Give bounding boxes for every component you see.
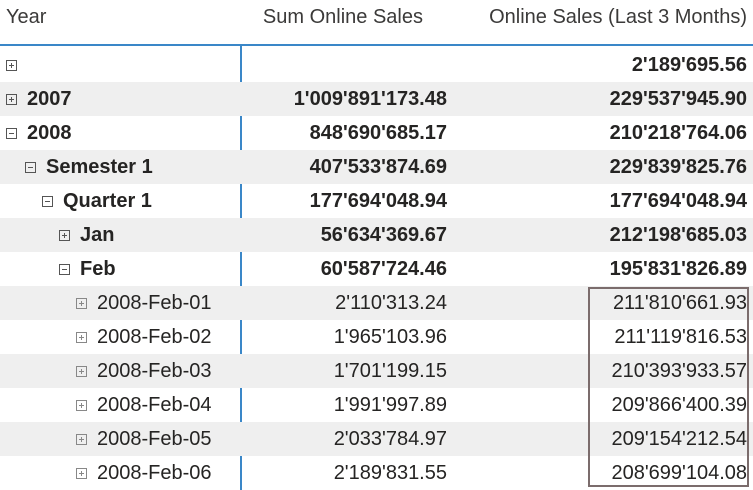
row-label-cell: 2008-Feb-05 [76,422,212,456]
sum-online-sales-cell: 56'634'369.67 [320,224,447,246]
expand-plus-icon[interactable] [6,59,17,71]
row-label-cell: Feb [59,252,116,286]
sum-online-sales-cell: 2'189'831.55 [333,462,447,484]
expand-plus-icon[interactable] [6,93,17,105]
row-label-cell: 2008-Feb-06 [76,456,212,490]
table-row: Feb 60'587'724.46 195'831'826.89 [0,252,753,286]
row-label-cell: 2007 [6,82,72,116]
row-label-cell: Semester 1 [25,150,153,184]
online-sales-last-3-months-cell: 210'218'764.06 [609,122,747,144]
expand-plus-icon[interactable] [76,365,87,377]
row-label-cell: Jan [59,218,114,252]
row-label: 2008-Feb-02 [97,325,212,348]
column-divider [240,46,242,490]
row-label: 2007 [27,87,72,110]
expand-plus-icon[interactable] [76,297,87,309]
online-sales-last-3-months-cell: 229'839'825.76 [609,156,747,178]
table-row: 2008-Feb-05 2'033'784.97 209'154'212.54 [0,422,753,456]
sum-online-sales-cell: 177'694'048.94 [309,190,447,212]
online-sales-last-3-months-cell: 2'189'695.56 [631,54,747,76]
sum-online-sales-cell: 1'965'103.96 [333,326,447,348]
row-label: 2008-Feb-04 [97,393,212,416]
matrix-header: Year Sum Online Sales Online Sales (Last… [0,0,753,46]
row-label-cell: Quarter 1 [42,184,152,218]
table-row: 2008-Feb-06 2'189'831.55 208'699'104.08 [0,456,753,490]
online-sales-last-3-months-cell: 177'694'048.94 [609,190,747,212]
sum-online-sales-cell: 1'009'891'173.48 [293,88,447,110]
row-label-cell: 2008-Feb-01 [76,286,212,320]
expand-plus-icon[interactable] [59,229,70,241]
table-row: Semester 1 407'533'874.69 229'839'825.76 [0,150,753,184]
collapse-minus-icon[interactable] [6,127,17,139]
expand-plus-icon[interactable] [76,399,87,411]
sum-online-sales-cell: 2'110'313.24 [335,292,447,314]
row-label: 2008-Feb-03 [97,359,212,382]
collapse-minus-icon[interactable] [42,195,53,207]
online-sales-last-3-months-cell: 208'699'104.08 [611,462,747,484]
collapse-minus-icon[interactable] [25,161,36,173]
matrix-body: 2'189'695.56 2007 1'009'891'173.48 229'537'… [0,48,753,490]
row-label: Semester 1 [46,155,153,178]
row-label: 2008-Feb-05 [97,427,212,450]
online-sales-last-3-months-cell: 195'831'826.89 [609,258,747,280]
column-header-year[interactable]: Year [6,6,47,28]
table-row: 2'189'695.56 [0,48,753,82]
online-sales-last-3-months-cell: 211'119'816.53 [614,326,747,348]
row-label: 2008-Feb-01 [97,291,212,314]
table-row: 2008-Feb-03 1'701'199.15 210'393'933.57 [0,354,753,388]
expand-plus-icon[interactable] [76,331,87,343]
online-sales-last-3-months-cell: 209'154'212.54 [611,428,747,450]
sum-online-sales-cell: 407'533'874.69 [309,156,447,178]
table-row: Quarter 1 177'694'048.94 177'694'048.94 [0,184,753,218]
expand-plus-icon[interactable] [76,467,87,479]
row-label: Quarter 1 [63,189,152,212]
row-label: 2008-Feb-06 [97,461,212,484]
row-label-cell [6,48,27,82]
table-row: 2007 1'009'891'173.48 229'537'945.90 [0,82,753,116]
column-header-sum-online-sales[interactable]: Sum Online Sales [262,6,423,28]
table-row: 2008 848'690'685.17 210'218'764.06 [0,116,753,150]
table-row: 2008-Feb-01 2'110'313.24 211'810'661.93 [0,286,753,320]
sum-online-sales-cell: 848'690'685.17 [309,122,447,144]
row-label: Feb [80,257,116,280]
table-row: 2008-Feb-04 1'991'997.89 209'866'400.39 [0,388,753,422]
expand-plus-icon[interactable] [76,433,87,445]
column-header-online-sales-last-3-months[interactable]: Online Sales (Last 3 Months) [489,6,747,28]
row-label: 2008 [27,121,72,144]
collapse-minus-icon[interactable] [59,263,70,275]
sum-online-sales-cell: 1'701'199.15 [333,360,447,382]
sum-online-sales-cell: 1'991'997.89 [333,394,447,416]
online-sales-last-3-months-cell: 210'393'933.57 [611,360,747,382]
online-sales-last-3-months-cell: 209'866'400.39 [611,394,747,416]
row-label-cell: 2008-Feb-02 [76,320,212,354]
table-row: Jan 56'634'369.67 212'198'685.03 [0,218,753,252]
row-label-cell: 2008-Feb-04 [76,388,212,422]
row-label: Jan [80,223,115,246]
row-label-cell: 2008-Feb-03 [76,354,212,388]
sum-online-sales-cell: 60'587'724.46 [320,258,447,280]
table-row: 2008-Feb-02 1'965'103.96 211'119'816.53 [0,320,753,354]
sum-online-sales-cell: 2'033'784.97 [333,428,447,450]
row-label-cell: 2008 [6,116,72,150]
online-sales-last-3-months-cell: 212'198'685.03 [609,224,747,246]
online-sales-last-3-months-cell: 229'537'945.90 [609,88,747,110]
online-sales-last-3-months-cell: 211'810'661.93 [612,292,747,314]
